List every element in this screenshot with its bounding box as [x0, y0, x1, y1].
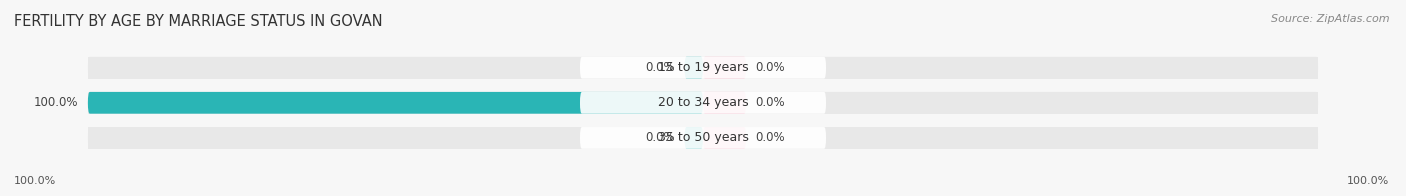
FancyBboxPatch shape	[581, 127, 827, 149]
Text: 100.0%: 100.0%	[34, 96, 79, 109]
Bar	[87, 92, 1319, 114]
FancyBboxPatch shape	[581, 92, 827, 114]
Text: 100.0%: 100.0%	[14, 176, 56, 186]
Text: 0.0%: 0.0%	[645, 131, 675, 144]
FancyBboxPatch shape	[703, 92, 747, 114]
Text: 0.0%: 0.0%	[755, 131, 785, 144]
Text: FERTILITY BY AGE BY MARRIAGE STATUS IN GOVAN: FERTILITY BY AGE BY MARRIAGE STATUS IN G…	[14, 14, 382, 29]
FancyBboxPatch shape	[87, 92, 703, 114]
Text: 0.0%: 0.0%	[755, 96, 785, 109]
FancyBboxPatch shape	[703, 57, 747, 79]
Text: 20 to 34 years: 20 to 34 years	[658, 96, 748, 109]
Bar	[87, 57, 1319, 79]
FancyBboxPatch shape	[87, 57, 1319, 79]
Text: 35 to 50 years: 35 to 50 years	[658, 131, 748, 144]
Legend: Married, Unmarried: Married, Unmarried	[620, 193, 786, 196]
FancyBboxPatch shape	[685, 57, 703, 79]
Text: 15 to 19 years: 15 to 19 years	[658, 61, 748, 74]
Bar	[87, 127, 1319, 149]
Text: 0.0%: 0.0%	[645, 61, 675, 74]
FancyBboxPatch shape	[87, 127, 1319, 149]
FancyBboxPatch shape	[87, 92, 1319, 114]
Text: 0.0%: 0.0%	[755, 61, 785, 74]
Text: Source: ZipAtlas.com: Source: ZipAtlas.com	[1271, 14, 1389, 24]
FancyBboxPatch shape	[703, 127, 747, 149]
FancyBboxPatch shape	[581, 57, 827, 79]
Text: 100.0%: 100.0%	[1347, 176, 1389, 186]
FancyBboxPatch shape	[685, 127, 703, 149]
